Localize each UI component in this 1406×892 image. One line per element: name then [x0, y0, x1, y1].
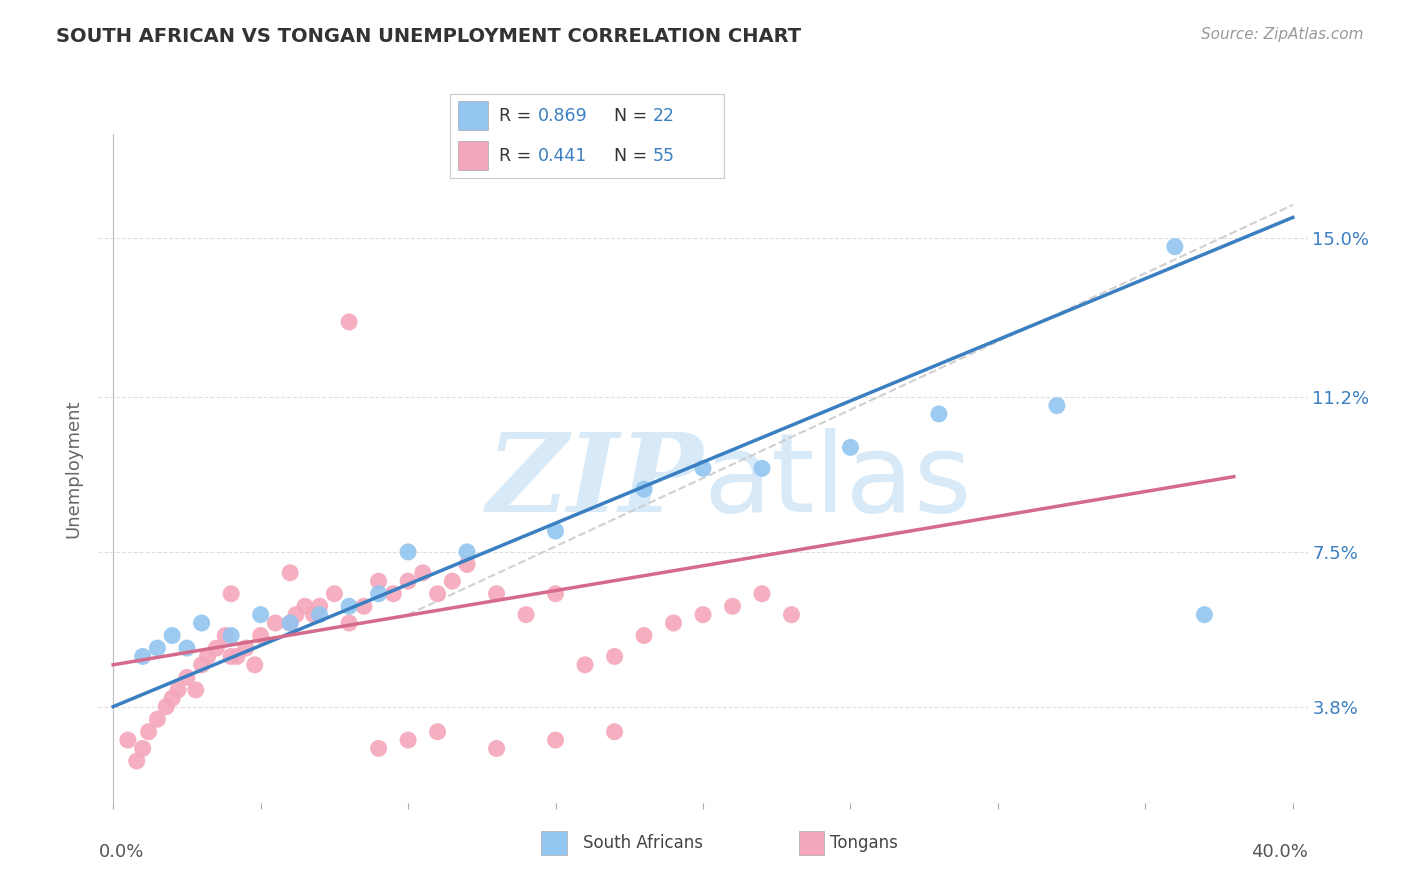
Point — [117, 733, 139, 747]
Point — [396, 545, 419, 559]
Point — [751, 461, 773, 475]
Point — [633, 482, 655, 496]
Point — [214, 628, 236, 642]
Point — [226, 649, 249, 664]
Point — [160, 691, 183, 706]
Text: 0.0%: 0.0% — [98, 843, 143, 861]
Point — [367, 587, 389, 601]
Point — [367, 741, 389, 756]
Point — [382, 587, 405, 601]
Point — [633, 628, 655, 642]
Point — [160, 628, 183, 642]
Point — [278, 566, 301, 580]
Text: atlas: atlas — [703, 428, 972, 535]
Point — [839, 441, 862, 455]
Point — [176, 670, 198, 684]
Point — [131, 741, 153, 756]
Point — [603, 649, 626, 664]
Text: Source: ZipAtlas.com: Source: ZipAtlas.com — [1201, 27, 1364, 42]
Text: 22: 22 — [652, 107, 675, 125]
Point — [426, 587, 449, 601]
Point — [1164, 240, 1187, 254]
Point — [176, 641, 198, 656]
Point — [751, 587, 773, 601]
Text: ZIP: ZIP — [486, 428, 703, 535]
Point — [337, 615, 360, 630]
Point — [308, 599, 330, 614]
Point — [219, 587, 242, 601]
Y-axis label: Unemployment: Unemployment — [65, 399, 83, 538]
FancyBboxPatch shape — [458, 102, 488, 130]
Text: SOUTH AFRICAN VS TONGAN UNEMPLOYMENT CORRELATION CHART: SOUTH AFRICAN VS TONGAN UNEMPLOYMENT COR… — [56, 27, 801, 45]
Point — [205, 641, 228, 656]
Point — [323, 587, 346, 601]
Point — [219, 649, 242, 664]
Point — [456, 558, 478, 572]
Point — [662, 615, 685, 630]
Point — [190, 657, 212, 672]
Text: 40.0%: 40.0% — [1251, 843, 1308, 861]
Point — [337, 599, 360, 614]
Point — [308, 607, 330, 622]
Point — [412, 566, 434, 580]
Point — [146, 712, 169, 726]
Text: 0.869: 0.869 — [537, 107, 588, 125]
Point — [125, 754, 148, 768]
Point — [780, 607, 803, 622]
FancyBboxPatch shape — [458, 141, 488, 169]
Point — [294, 599, 316, 614]
Point — [146, 641, 169, 656]
Point — [155, 699, 177, 714]
Text: R =: R = — [499, 146, 537, 164]
Point — [426, 724, 449, 739]
Point — [692, 461, 714, 475]
Point — [1194, 607, 1216, 622]
Point — [456, 545, 478, 559]
Point — [138, 724, 160, 739]
Point — [278, 615, 301, 630]
Point — [184, 682, 207, 697]
Point — [131, 649, 153, 664]
Point — [441, 574, 464, 589]
Point — [396, 733, 419, 747]
Text: 55: 55 — [652, 146, 675, 164]
Point — [219, 628, 242, 642]
Point — [396, 574, 419, 589]
Text: Tongans: Tongans — [830, 834, 897, 852]
Point — [1046, 399, 1069, 413]
Point — [544, 524, 567, 538]
Point — [485, 741, 508, 756]
Point — [249, 607, 271, 622]
Text: N =: N = — [614, 107, 654, 125]
Point — [544, 587, 567, 601]
Point — [302, 607, 325, 622]
Point — [278, 615, 301, 630]
Point — [692, 607, 714, 622]
Point — [264, 615, 287, 630]
Point — [243, 657, 266, 672]
Text: 0.441: 0.441 — [537, 146, 586, 164]
Point — [367, 574, 389, 589]
Point — [721, 599, 744, 614]
Text: South Africans: South Africans — [583, 834, 703, 852]
Point — [928, 407, 950, 421]
Point — [603, 724, 626, 739]
Point — [235, 641, 257, 656]
Point — [353, 599, 375, 614]
Point — [574, 657, 596, 672]
Point — [337, 315, 360, 329]
Point — [190, 615, 212, 630]
Point — [515, 607, 537, 622]
Text: R =: R = — [499, 107, 537, 125]
Point — [197, 649, 219, 664]
Text: N =: N = — [614, 146, 654, 164]
Point — [544, 733, 567, 747]
Point — [285, 607, 308, 622]
Point — [485, 587, 508, 601]
Point — [249, 628, 271, 642]
Point — [167, 682, 190, 697]
